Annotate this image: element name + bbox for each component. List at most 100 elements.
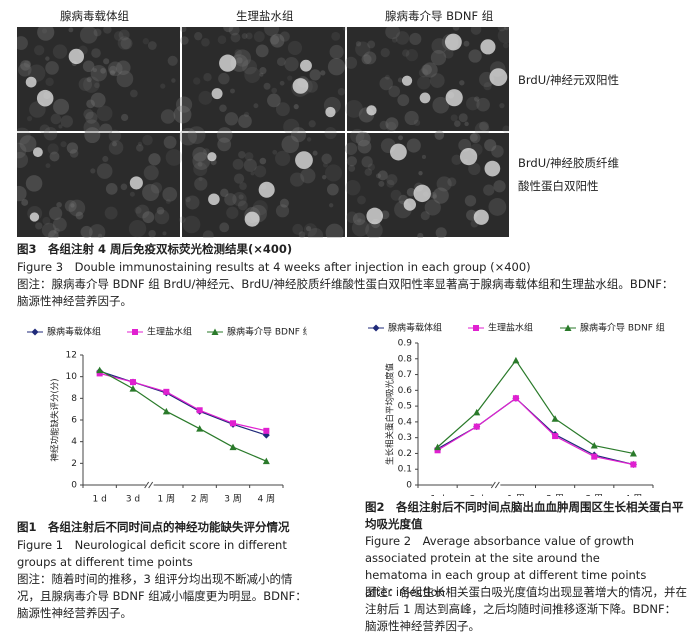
legend-marker [473, 325, 479, 331]
texture [47, 143, 59, 155]
texture [361, 156, 373, 168]
data-point [552, 433, 559, 440]
texture [367, 40, 376, 49]
texture [300, 168, 316, 184]
texture [454, 120, 461, 127]
texture [379, 120, 389, 130]
texture [45, 56, 50, 61]
texture [160, 83, 166, 89]
texture [417, 75, 431, 90]
y-tick-label: 0.9 [398, 339, 413, 349]
texture [17, 36, 28, 51]
texture [351, 219, 370, 237]
texture [148, 153, 161, 166]
texture [404, 110, 419, 126]
data-point [512, 395, 519, 402]
axis-break [492, 482, 501, 488]
legend-marker [132, 329, 138, 335]
y-tick-label: 4 [71, 437, 77, 447]
texture [128, 219, 147, 238]
texture [23, 60, 32, 68]
texture [116, 60, 131, 75]
texture [17, 185, 27, 202]
x-tick-label: 2 周 [546, 494, 564, 497]
texture [108, 140, 124, 155]
note: 图注：各组生长相关蛋白吸光度值均出现显著增大的情况，并在注射后 1 周达到高峰，… [365, 585, 687, 633]
legend-marker [31, 328, 39, 336]
chart: 0 0.1 0.2 0.3 0.4 0.5 0.6 0.7 0.8 0.9 1 d 3 d 1 周 2 周… [368, 322, 665, 497]
data-point [162, 407, 170, 415]
data-point [263, 427, 270, 434]
texture [267, 93, 281, 108]
cell [473, 209, 489, 225]
texture [142, 134, 153, 146]
texture [337, 88, 346, 96]
texture [60, 141, 67, 148]
texture [45, 163, 51, 169]
texture [17, 151, 29, 169]
x-tick-label: 1 周 [158, 494, 176, 505]
x-tick-label: 1 d [430, 495, 444, 497]
texture [45, 61, 59, 75]
texture [361, 54, 372, 65]
texture [218, 72, 230, 85]
texture [104, 206, 118, 220]
texture [134, 206, 142, 214]
texture [450, 114, 458, 122]
texture [224, 112, 239, 126]
texture [201, 37, 210, 47]
texture [390, 189, 402, 201]
texture [270, 33, 285, 48]
texture [179, 127, 197, 146]
texture [58, 124, 63, 129]
texture [391, 37, 398, 43]
legend-label: 腺病毒载体组 [388, 322, 442, 334]
texture [21, 198, 29, 206]
texture [397, 77, 403, 83]
texture [94, 82, 100, 89]
texture [120, 37, 133, 50]
texture [25, 175, 43, 192]
texture [429, 73, 445, 88]
cell [300, 59, 312, 72]
texture [109, 70, 116, 76]
texture [162, 231, 167, 236]
texture [484, 139, 497, 152]
texture [41, 28, 48, 34]
data-point [630, 461, 637, 468]
micrographs [17, 27, 509, 238]
texture [193, 77, 201, 85]
cell [29, 212, 40, 222]
texture [298, 231, 306, 238]
data-point [591, 453, 598, 460]
texture [66, 142, 79, 154]
texture [203, 148, 210, 155]
texture [243, 158, 257, 172]
texture [293, 104, 299, 110]
texture [367, 163, 376, 171]
texture [386, 174, 398, 186]
texture [346, 156, 357, 167]
texture [239, 182, 247, 190]
texture [165, 149, 183, 166]
texture [385, 117, 399, 131]
x-tick-label: 4 周 [625, 494, 643, 497]
texture [129, 89, 138, 98]
texture [346, 211, 358, 224]
texture [281, 135, 300, 154]
texture [173, 105, 192, 124]
texture [356, 218, 362, 223]
texture [150, 182, 163, 194]
y-tick-label: 0.2 [398, 449, 412, 459]
texture [497, 27, 507, 32]
texture [397, 94, 410, 107]
texture [163, 135, 177, 149]
texture [185, 195, 200, 210]
texture [491, 145, 504, 158]
cell [219, 54, 237, 72]
texture [363, 51, 377, 65]
caption: Figure 3 Double immunostaining results a… [17, 260, 531, 274]
texture [216, 127, 233, 143]
texture [83, 76, 100, 93]
texture [483, 184, 495, 196]
